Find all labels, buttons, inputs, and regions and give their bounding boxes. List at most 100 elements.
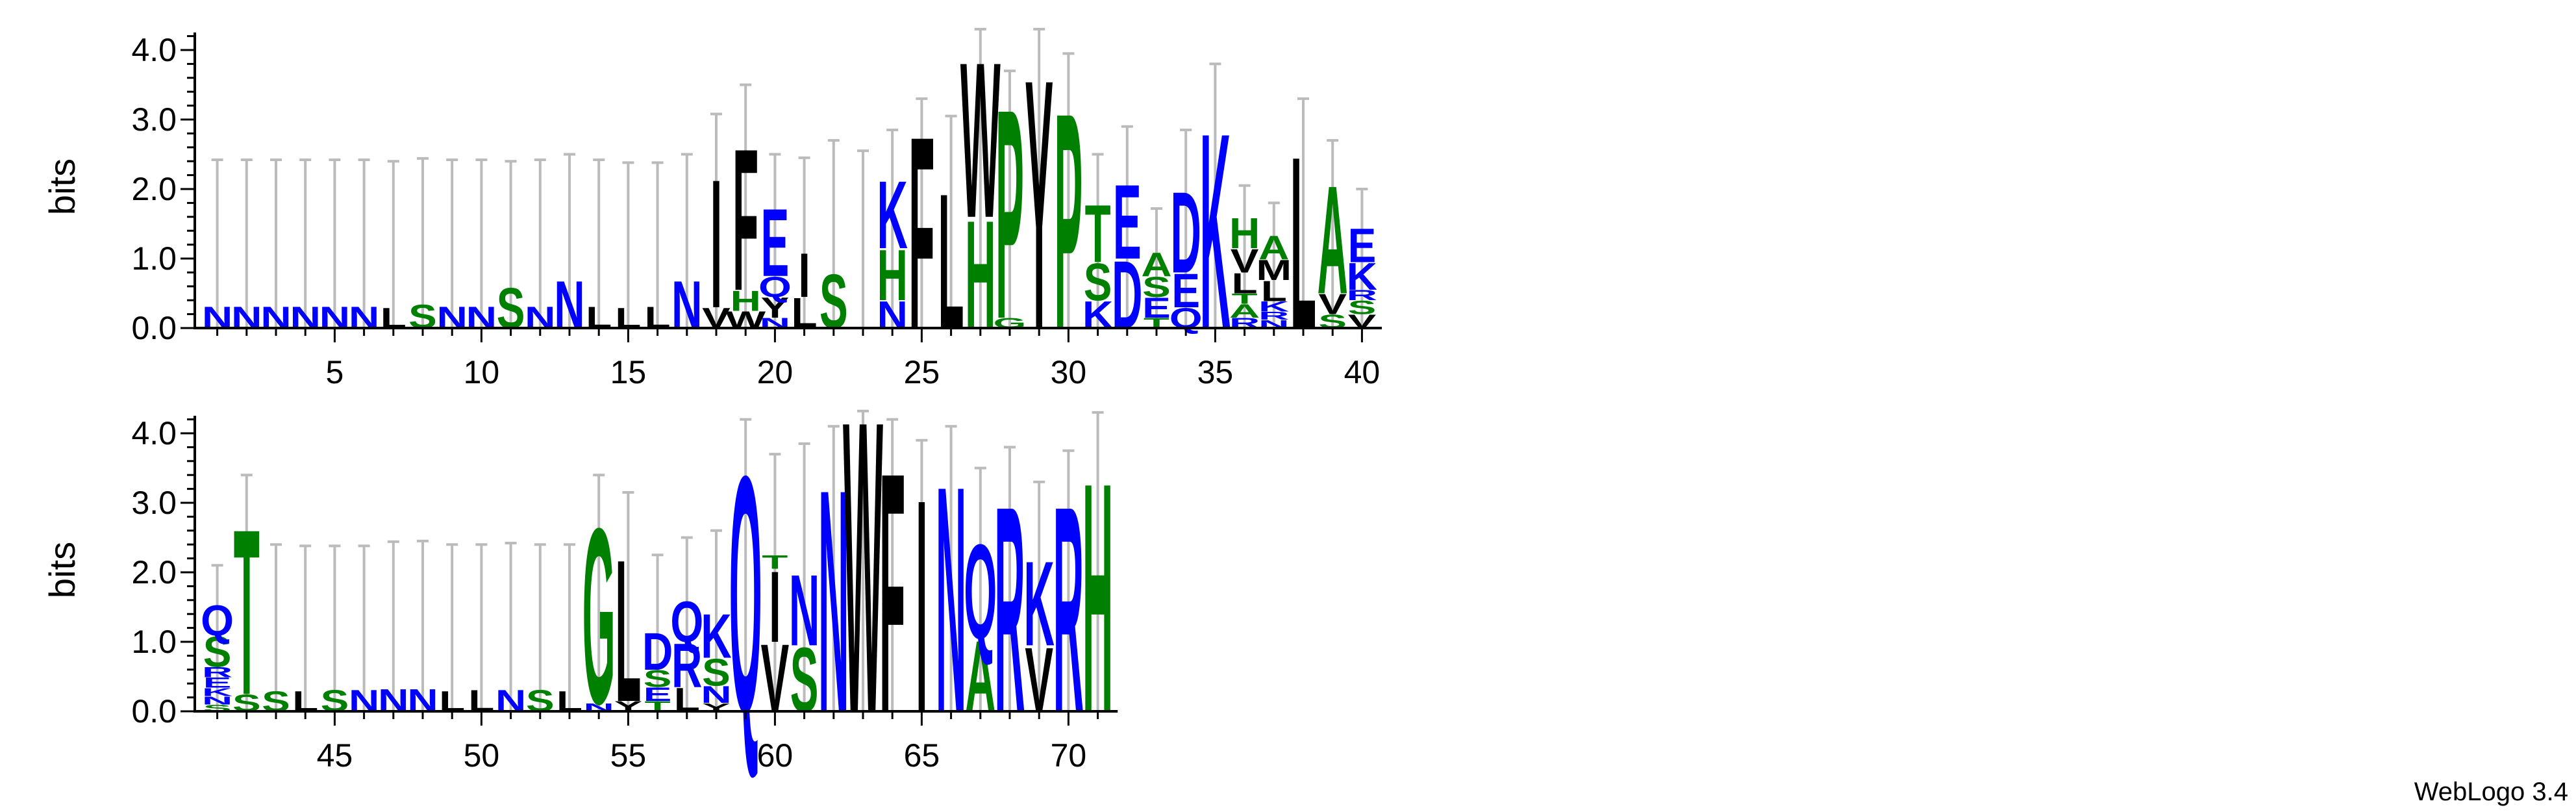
logo-letter-glyph: L	[1290, 105, 1316, 381]
logo-letter: I	[799, 240, 810, 311]
logo-letter-glyph: S	[644, 666, 672, 692]
x-tick-label: 10	[464, 354, 500, 390]
logo-letter: V	[1318, 288, 1347, 320]
logo-letter-glyph: E	[1113, 163, 1142, 281]
logo-letter: F	[879, 401, 905, 784]
logo-letter-glyph: N	[789, 555, 819, 667]
y-tick-label: 4.0	[131, 415, 177, 451]
x-tick-label: 70	[1051, 737, 1087, 774]
logo-letter: E	[1348, 218, 1377, 272]
logo-letter-glyph: R	[671, 631, 702, 701]
logo-letter: K	[1258, 299, 1289, 315]
logo-letter: L	[1232, 267, 1258, 299]
y-tick-label: 0.0	[131, 693, 177, 730]
logo-letter-glyph: K	[877, 162, 908, 270]
logo-letter: E	[761, 189, 790, 297]
logo-letter-glyph: K	[701, 602, 731, 672]
logo-letter: W	[960, 16, 1001, 264]
logo-letter: N	[789, 555, 819, 667]
x-tick-label: 15	[610, 354, 647, 390]
logo-letter-glyph: I	[916, 436, 927, 776]
logo-letter: I	[710, 142, 722, 346]
logo-letter-glyph: N	[202, 694, 232, 707]
logo-letter-glyph: Q	[729, 405, 762, 783]
logo-letter: K	[701, 602, 731, 672]
logo-letter-glyph: S	[702, 651, 731, 694]
logo-letter-glyph: T	[1232, 291, 1258, 307]
logo-letter: T	[762, 552, 788, 573]
logo-letter: S	[1348, 297, 1377, 318]
logo-letter-glyph: W	[843, 334, 883, 800]
y-tick-label: 2.0	[131, 171, 177, 207]
logo-letter: S	[702, 651, 731, 694]
y-tick-label: 3.0	[131, 485, 177, 521]
logo-letter: P	[995, 47, 1024, 381]
logo-letter-glyph: E	[203, 675, 232, 691]
x-tick-label: 65	[904, 737, 940, 774]
logo-letter: R	[1258, 310, 1289, 323]
logo-letter-glyph: K	[1024, 536, 1055, 671]
logo-letter: H	[731, 285, 761, 317]
logo-letter-glyph: R	[994, 445, 1025, 774]
logo-letter-glyph: S	[203, 628, 232, 677]
x-tick-label: 25	[904, 354, 940, 390]
logo-letter: Q	[670, 589, 703, 654]
logo-letter: S	[1142, 270, 1171, 303]
logo-letter-glyph: E	[644, 683, 672, 705]
logo-letter: N	[701, 681, 731, 708]
x-tick-label: 50	[464, 737, 500, 774]
logo-letter-glyph: Y	[761, 291, 790, 324]
logo-letter: F	[732, 107, 758, 333]
logo-letter: M	[1257, 254, 1292, 286]
logo-letter-glyph: H	[1229, 209, 1260, 258]
logo-letter-glyph: F	[732, 107, 758, 333]
logo-letter-glyph: H	[1082, 415, 1113, 781]
logo-letter-glyph: A	[1258, 229, 1289, 267]
logo-letter-glyph: Q	[670, 589, 703, 654]
logo-letter-glyph: Q	[758, 270, 792, 303]
y-axis-title: bits	[42, 159, 82, 215]
logo-letter: W	[843, 334, 883, 800]
logo-letter-glyph: A	[1141, 245, 1171, 283]
logo-letter: Y	[1025, 5, 1053, 404]
logo-letter: R	[671, 631, 702, 701]
logo-letter: R	[202, 665, 232, 681]
logo-letter-glyph: S	[1142, 270, 1171, 303]
logo-letter: Q	[964, 516, 997, 667]
logo-letter-glyph: R	[1347, 288, 1377, 304]
logo-letter: H	[1229, 209, 1260, 258]
logo-letter-glyph: H	[731, 285, 761, 317]
logo-letter-glyph: A	[1318, 153, 1348, 326]
logo-letter: K	[1347, 255, 1377, 299]
logo-letter-glyph: T	[1085, 188, 1111, 280]
logo-letter: K	[877, 162, 908, 270]
logo-letter: Q	[201, 597, 234, 646]
logo-letter-glyph: K	[202, 686, 233, 699]
x-tick-label: 60	[757, 737, 794, 774]
logo-letter: E	[203, 675, 232, 691]
logo-letter-glyph: I	[710, 142, 722, 346]
x-tick-label: 20	[757, 354, 794, 390]
logo-letter-glyph: D	[1171, 168, 1201, 298]
logo-letter: H	[1082, 415, 1113, 781]
logo-letter-glyph: E	[1348, 218, 1377, 272]
logo-letter-glyph: G	[582, 476, 616, 756]
logo-letter-glyph: K	[1258, 299, 1289, 315]
y-axis-title: bits	[42, 542, 82, 598]
logo-letter: T	[234, 481, 260, 744]
logo-letter: Y	[761, 291, 790, 324]
logo-letter-glyph: E	[761, 189, 790, 297]
logo-letter-glyph: L	[1261, 275, 1287, 307]
logo-letter: D	[642, 622, 673, 681]
logo-letter: E	[1142, 291, 1171, 324]
logo-letter-glyph: N	[818, 424, 849, 780]
logo-letter-glyph: F	[879, 401, 905, 784]
logo-letter-glyph: H	[877, 235, 908, 316]
logo-letter: N	[202, 694, 232, 707]
logo-letter: L	[615, 518, 641, 744]
y-tick-label: 1.0	[131, 240, 177, 277]
logo-letter: T	[1085, 188, 1111, 280]
logo-letter-glyph: I	[769, 551, 781, 663]
